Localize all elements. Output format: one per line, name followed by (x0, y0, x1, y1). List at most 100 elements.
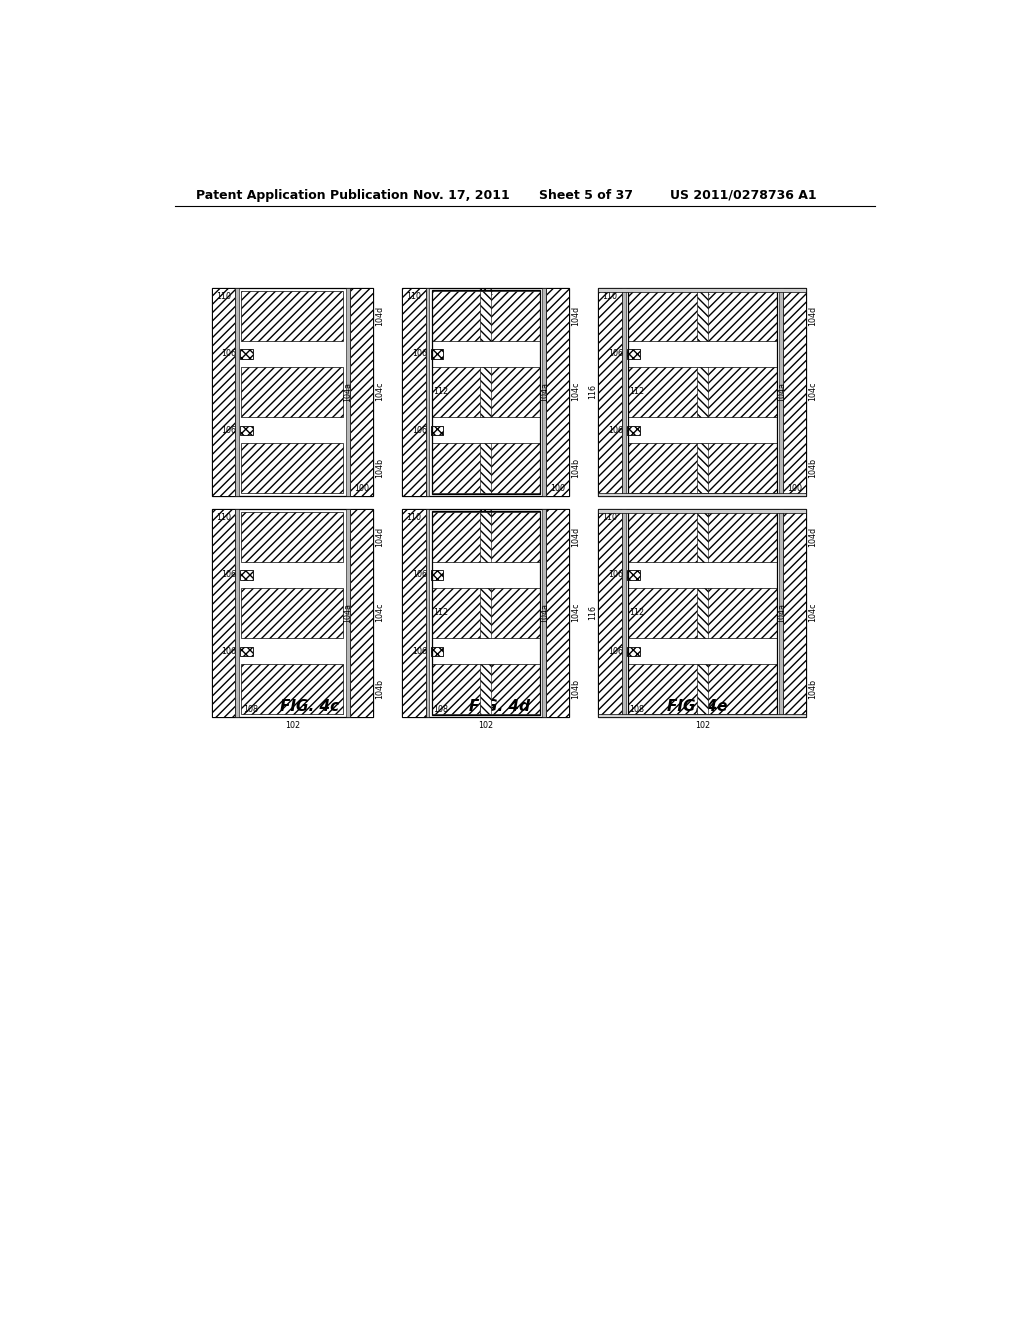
Bar (212, 508, 234, 718)
Bar (598, 508, 806, 718)
Bar (480, 589, 490, 638)
Bar (234, 288, 239, 496)
Bar (598, 508, 806, 512)
Text: 110: 110 (602, 513, 617, 523)
Text: 106: 106 (412, 350, 427, 359)
Bar (402, 508, 569, 718)
Bar (598, 288, 806, 496)
Text: 114: 114 (478, 511, 493, 519)
Bar (598, 508, 622, 718)
Bar (697, 444, 708, 494)
Bar (779, 288, 783, 496)
Bar (212, 288, 234, 496)
Bar (346, 508, 349, 718)
Text: 104b: 104b (571, 458, 581, 478)
Text: 106: 106 (221, 426, 237, 434)
Text: 106: 106 (608, 647, 624, 656)
Bar (346, 288, 349, 496)
Text: 108: 108 (433, 705, 449, 714)
Bar (402, 508, 426, 718)
Text: 100: 100 (787, 483, 802, 492)
Text: 106: 106 (221, 570, 237, 579)
Text: FIG. 4e: FIG. 4e (667, 700, 727, 714)
Text: 104d: 104d (375, 527, 384, 546)
Bar (546, 508, 569, 718)
Bar (241, 570, 253, 579)
Bar (432, 290, 540, 494)
Bar (432, 664, 540, 714)
Text: Patent Application Publication: Patent Application Publication (197, 189, 409, 202)
Text: 114: 114 (694, 511, 710, 519)
Text: 106: 106 (412, 647, 427, 656)
Text: 102: 102 (694, 721, 710, 730)
Bar (628, 664, 776, 714)
Bar (627, 350, 640, 359)
Bar (241, 512, 343, 562)
Text: 110: 110 (407, 513, 422, 523)
Bar (480, 512, 490, 562)
Bar (598, 714, 806, 718)
Bar (426, 508, 429, 718)
Text: 104c: 104c (375, 381, 384, 401)
Bar (432, 589, 540, 638)
Text: 110: 110 (602, 293, 617, 301)
Text: 104a: 104a (777, 381, 785, 401)
Bar (542, 288, 546, 496)
Bar (426, 288, 429, 496)
Text: 106: 106 (608, 570, 624, 579)
Bar (431, 350, 443, 359)
Bar (241, 350, 253, 359)
Text: FIG. 4d: FIG. 4d (469, 700, 530, 714)
Bar (432, 512, 540, 562)
Bar (432, 290, 540, 341)
Bar (697, 589, 708, 638)
Bar (542, 508, 546, 718)
Bar (480, 290, 490, 341)
Text: US 2011/0278736 A1: US 2011/0278736 A1 (671, 189, 817, 202)
Text: 104b: 104b (809, 678, 817, 700)
Bar (241, 664, 343, 714)
Text: 112: 112 (433, 387, 449, 396)
Bar (598, 288, 622, 496)
Bar (598, 288, 806, 292)
Text: 108: 108 (243, 705, 258, 714)
Bar (622, 288, 626, 496)
Text: 110: 110 (407, 293, 422, 301)
Text: 110: 110 (216, 513, 230, 523)
Text: 104b: 104b (809, 458, 817, 478)
Text: 106: 106 (221, 350, 237, 359)
Bar (783, 508, 806, 718)
Bar (546, 288, 569, 496)
Text: 104d: 104d (571, 527, 581, 546)
Bar (697, 290, 708, 341)
Bar (241, 290, 343, 341)
Bar (628, 444, 776, 494)
Text: 104c: 104c (809, 381, 817, 401)
Bar (241, 647, 253, 656)
Text: Nov. 17, 2011: Nov. 17, 2011 (414, 189, 510, 202)
Text: 112: 112 (433, 609, 449, 618)
Bar (598, 492, 806, 496)
Text: 104b: 104b (571, 678, 581, 700)
Text: 100: 100 (550, 483, 565, 492)
Bar (480, 367, 490, 417)
Text: 112: 112 (630, 609, 644, 618)
Bar (241, 425, 253, 434)
Text: 106: 106 (412, 426, 427, 434)
Bar (628, 290, 776, 494)
Bar (432, 511, 540, 715)
Bar (627, 425, 640, 434)
Bar (627, 647, 640, 656)
Bar (697, 512, 708, 562)
Bar (212, 288, 373, 496)
Text: 106: 106 (608, 350, 624, 359)
Text: 102: 102 (478, 721, 493, 730)
Text: Sheet 5 of 37: Sheet 5 of 37 (539, 189, 633, 202)
Text: 104d: 104d (809, 305, 817, 326)
Text: 104b: 104b (375, 458, 384, 478)
Text: 104c: 104c (571, 381, 581, 401)
Text: 104a: 104a (540, 603, 549, 623)
Bar (349, 508, 373, 718)
Text: 100: 100 (354, 483, 369, 492)
Text: 104a: 104a (777, 603, 785, 623)
